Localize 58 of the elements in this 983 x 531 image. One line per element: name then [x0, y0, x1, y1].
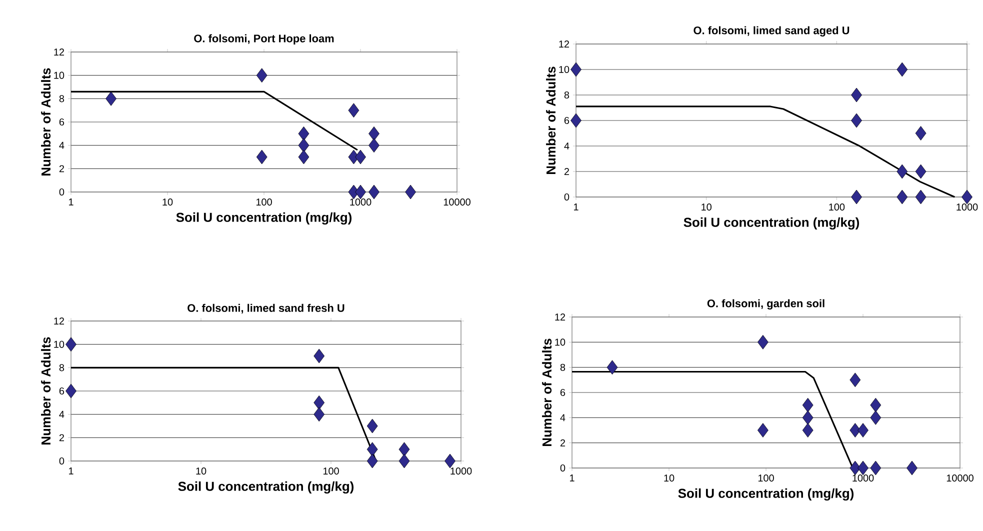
- y-tick-label: 8: [560, 364, 566, 371]
- x-tick-label: 1000: [956, 204, 978, 211]
- y-tick-label: 10: [555, 338, 566, 346]
- x-axis-title: Soil U concentration (mg/kg): [678, 488, 854, 501]
- y-tick-label: 12: [559, 40, 569, 48]
- x-tick-label: 100: [758, 474, 774, 482]
- y-tick-label: 10: [54, 340, 64, 348]
- x-tick-label: 1000: [350, 198, 372, 206]
- x-axis-title: Soil U concentration (mg/kg): [176, 212, 352, 225]
- y-tick-label: 12: [555, 314, 566, 320]
- y-axis-title: Number of Adults: [41, 337, 51, 444]
- x-tick-label: 10: [702, 204, 712, 211]
- chart-title: O. folsomi, garden soil: [707, 299, 824, 310]
- y-tick-label: 10: [559, 66, 570, 74]
- x-tick-label: 100: [323, 468, 339, 475]
- y-tick-label: 12: [54, 318, 64, 324]
- y-tick-label: 6: [59, 387, 64, 395]
- x-axis-title: Soil U concentration (mg/kg): [178, 481, 354, 494]
- y-tick-label: 4: [564, 142, 570, 150]
- x-tick-label: 10000: [946, 474, 974, 482]
- y-tick-label: 4: [560, 414, 566, 422]
- y-tick-label: 6: [564, 116, 570, 124]
- y-tick-label: 6: [59, 118, 64, 126]
- x-tick-label: 10: [664, 474, 674, 482]
- x-tick-label: 1: [68, 198, 74, 206]
- y-tick-label: 4: [59, 410, 64, 418]
- y-tick-label: 8: [59, 95, 64, 102]
- y-tick-label: 2: [59, 434, 64, 442]
- y-tick-label: 2: [59, 165, 64, 172]
- y-tick-label: 12: [54, 48, 64, 56]
- x-tick-label: 10: [162, 198, 173, 206]
- x-tick-label: 1: [68, 468, 74, 474]
- x-tick-label: 10: [196, 468, 206, 475]
- y-tick-label: 2: [564, 168, 569, 175]
- y-tick-label: 0: [560, 464, 566, 472]
- x-tick-label: 10000: [444, 198, 470, 206]
- y-tick-label: 2: [560, 439, 566, 446]
- y-tick-label: 0: [564, 193, 570, 201]
- y-tick-label: 10: [54, 72, 64, 79]
- chart-title: O. folsomi, limed sand fresh U: [188, 304, 344, 314]
- x-tick-label: 100: [256, 198, 272, 206]
- y-axis-title: Number of Adults: [41, 68, 51, 176]
- x-tick-label: 1: [574, 204, 578, 210]
- chart-title: O. folsomi, Port Hope loam: [194, 34, 334, 44]
- x-tick-label: 1: [570, 474, 574, 482]
- chart-title: O. folsomi, limed sand aged U: [694, 26, 850, 37]
- y-tick-label: 4: [59, 142, 64, 149]
- x-tick-label: 1000: [852, 474, 874, 482]
- y-tick-label: 8: [564, 91, 570, 99]
- y-tick-label: 8: [59, 364, 64, 372]
- y-tick-label: 6: [560, 388, 566, 396]
- y-axis-title: Number of Adults: [542, 338, 552, 446]
- y-axis-title: Number of Adults: [546, 66, 556, 174]
- x-tick-label: 1000: [450, 468, 472, 475]
- x-tick-label: 100: [829, 204, 845, 211]
- x-axis-title: Soil U concentration (mg/kg): [684, 217, 860, 230]
- y-tick-label: 0: [59, 457, 64, 465]
- y-tick-label: 0: [59, 188, 64, 196]
